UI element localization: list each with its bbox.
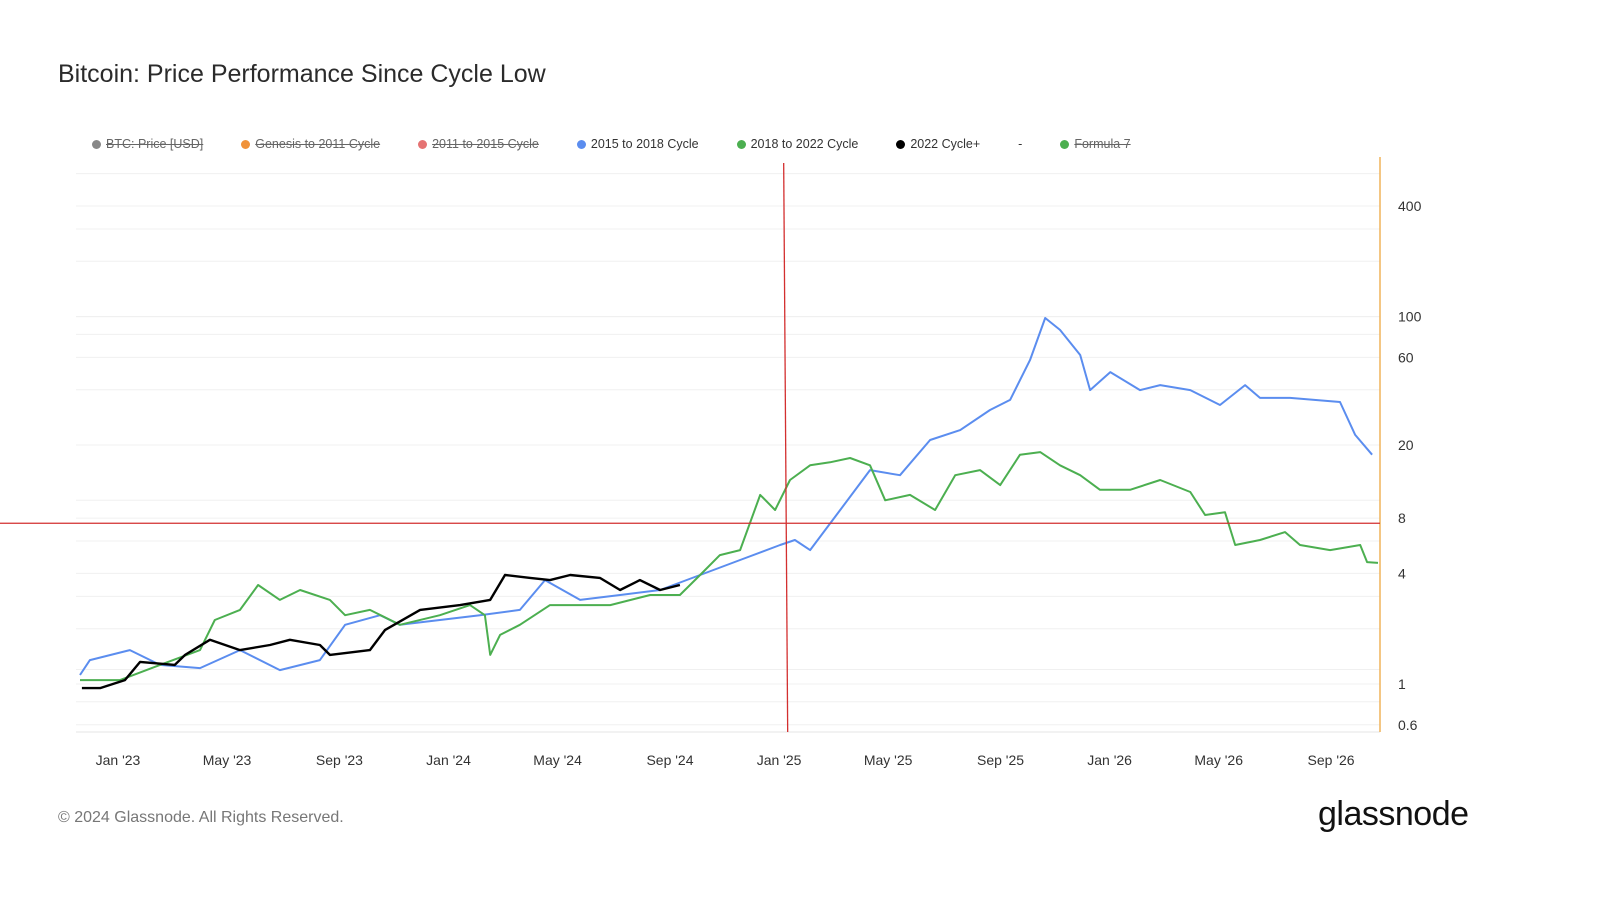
- x-tick-label: May '25: [864, 752, 913, 768]
- legend-item[interactable]: 2018 to 2022 Cycle: [736, 137, 859, 151]
- crosshair-vertical: [783, 162, 789, 733]
- legend-item[interactable]: 2011 to 2015 Cycle: [418, 137, 539, 151]
- y-tick-label: 8: [1398, 510, 1406, 526]
- legend-marker-icon: [418, 139, 428, 149]
- legend-marker-icon: [576, 139, 586, 149]
- legend-marker-icon: [1060, 139, 1070, 149]
- y-tick-label: 0.6: [1398, 717, 1418, 733]
- x-tick-label: Jan '26: [1087, 752, 1132, 768]
- legend-marker-icon: [736, 139, 746, 149]
- legend-marker-icon: [241, 139, 251, 149]
- series-line-2022-cycle-: [81, 573, 681, 690]
- legend-label: Formula 7: [1074, 137, 1131, 151]
- legend-item[interactable]: BTC: Price [USD]: [92, 137, 203, 151]
- legend-label: Genesis to 2011 Cycle: [255, 137, 381, 151]
- x-tick-label: Sep '25: [977, 752, 1024, 768]
- y-tick-label: 60: [1398, 349, 1414, 365]
- y-tick-label: 1: [1398, 676, 1406, 692]
- x-tick-label: Sep '23: [316, 752, 363, 768]
- series-line-2015-to-2018-cycle: [79, 317, 1373, 676]
- legend-item[interactable]: Formula 7: [1060, 137, 1131, 151]
- series-line-2018-to-2022-cycle: [80, 451, 1379, 682]
- x-tick-label: May '24: [533, 752, 582, 768]
- x-tick-label: Jan '23: [96, 752, 141, 768]
- x-tick-label: May '23: [203, 752, 252, 768]
- legend-marker-icon: [92, 139, 101, 149]
- legend-label: 2022 Cycle+: [910, 137, 981, 151]
- copyright-text: © 2024 Glassnode. All Rights Reserved.: [58, 809, 344, 826]
- x-tick-label: Jan '25: [757, 752, 802, 768]
- legend: BTC: Price [USD] Genesis to 2011 Cycle 201…: [92, 137, 1169, 151]
- x-tick-label: Sep '24: [646, 752, 693, 768]
- y-tick-label: 100: [1398, 309, 1422, 325]
- y-tick-label: 4: [1398, 565, 1406, 581]
- legend-item[interactable]: -: [1018, 137, 1022, 151]
- legend-item[interactable]: 2015 to 2018 Cycle: [576, 137, 699, 151]
- legend-label: 2018 to 2022 Cycle: [750, 137, 859, 151]
- legend-label: -: [1018, 137, 1023, 151]
- legend-marker-icon: [896, 139, 906, 149]
- y-tick-label: 20: [1398, 437, 1414, 453]
- legend-label: 2011 to 2015 Cycle: [432, 137, 539, 151]
- legend-label: BTC: Price [USD]: [106, 137, 204, 151]
- x-tick-label: May '26: [1194, 752, 1243, 768]
- chart-title: Bitcoin: Price Performance Since Cycle L…: [58, 60, 546, 88]
- glassnode-logo: glassnode: [1318, 795, 1469, 833]
- legend-label: 2015 to 2018 Cycle: [590, 137, 699, 151]
- legend-item[interactable]: 2022 Cycle+: [896, 137, 980, 151]
- y-tick-label: 400: [1398, 198, 1422, 214]
- legend-item[interactable]: Genesis to 2011 Cycle: [241, 137, 380, 151]
- x-tick-label: Sep '26: [1308, 752, 1355, 768]
- x-tick-label: Jan '24: [426, 752, 471, 768]
